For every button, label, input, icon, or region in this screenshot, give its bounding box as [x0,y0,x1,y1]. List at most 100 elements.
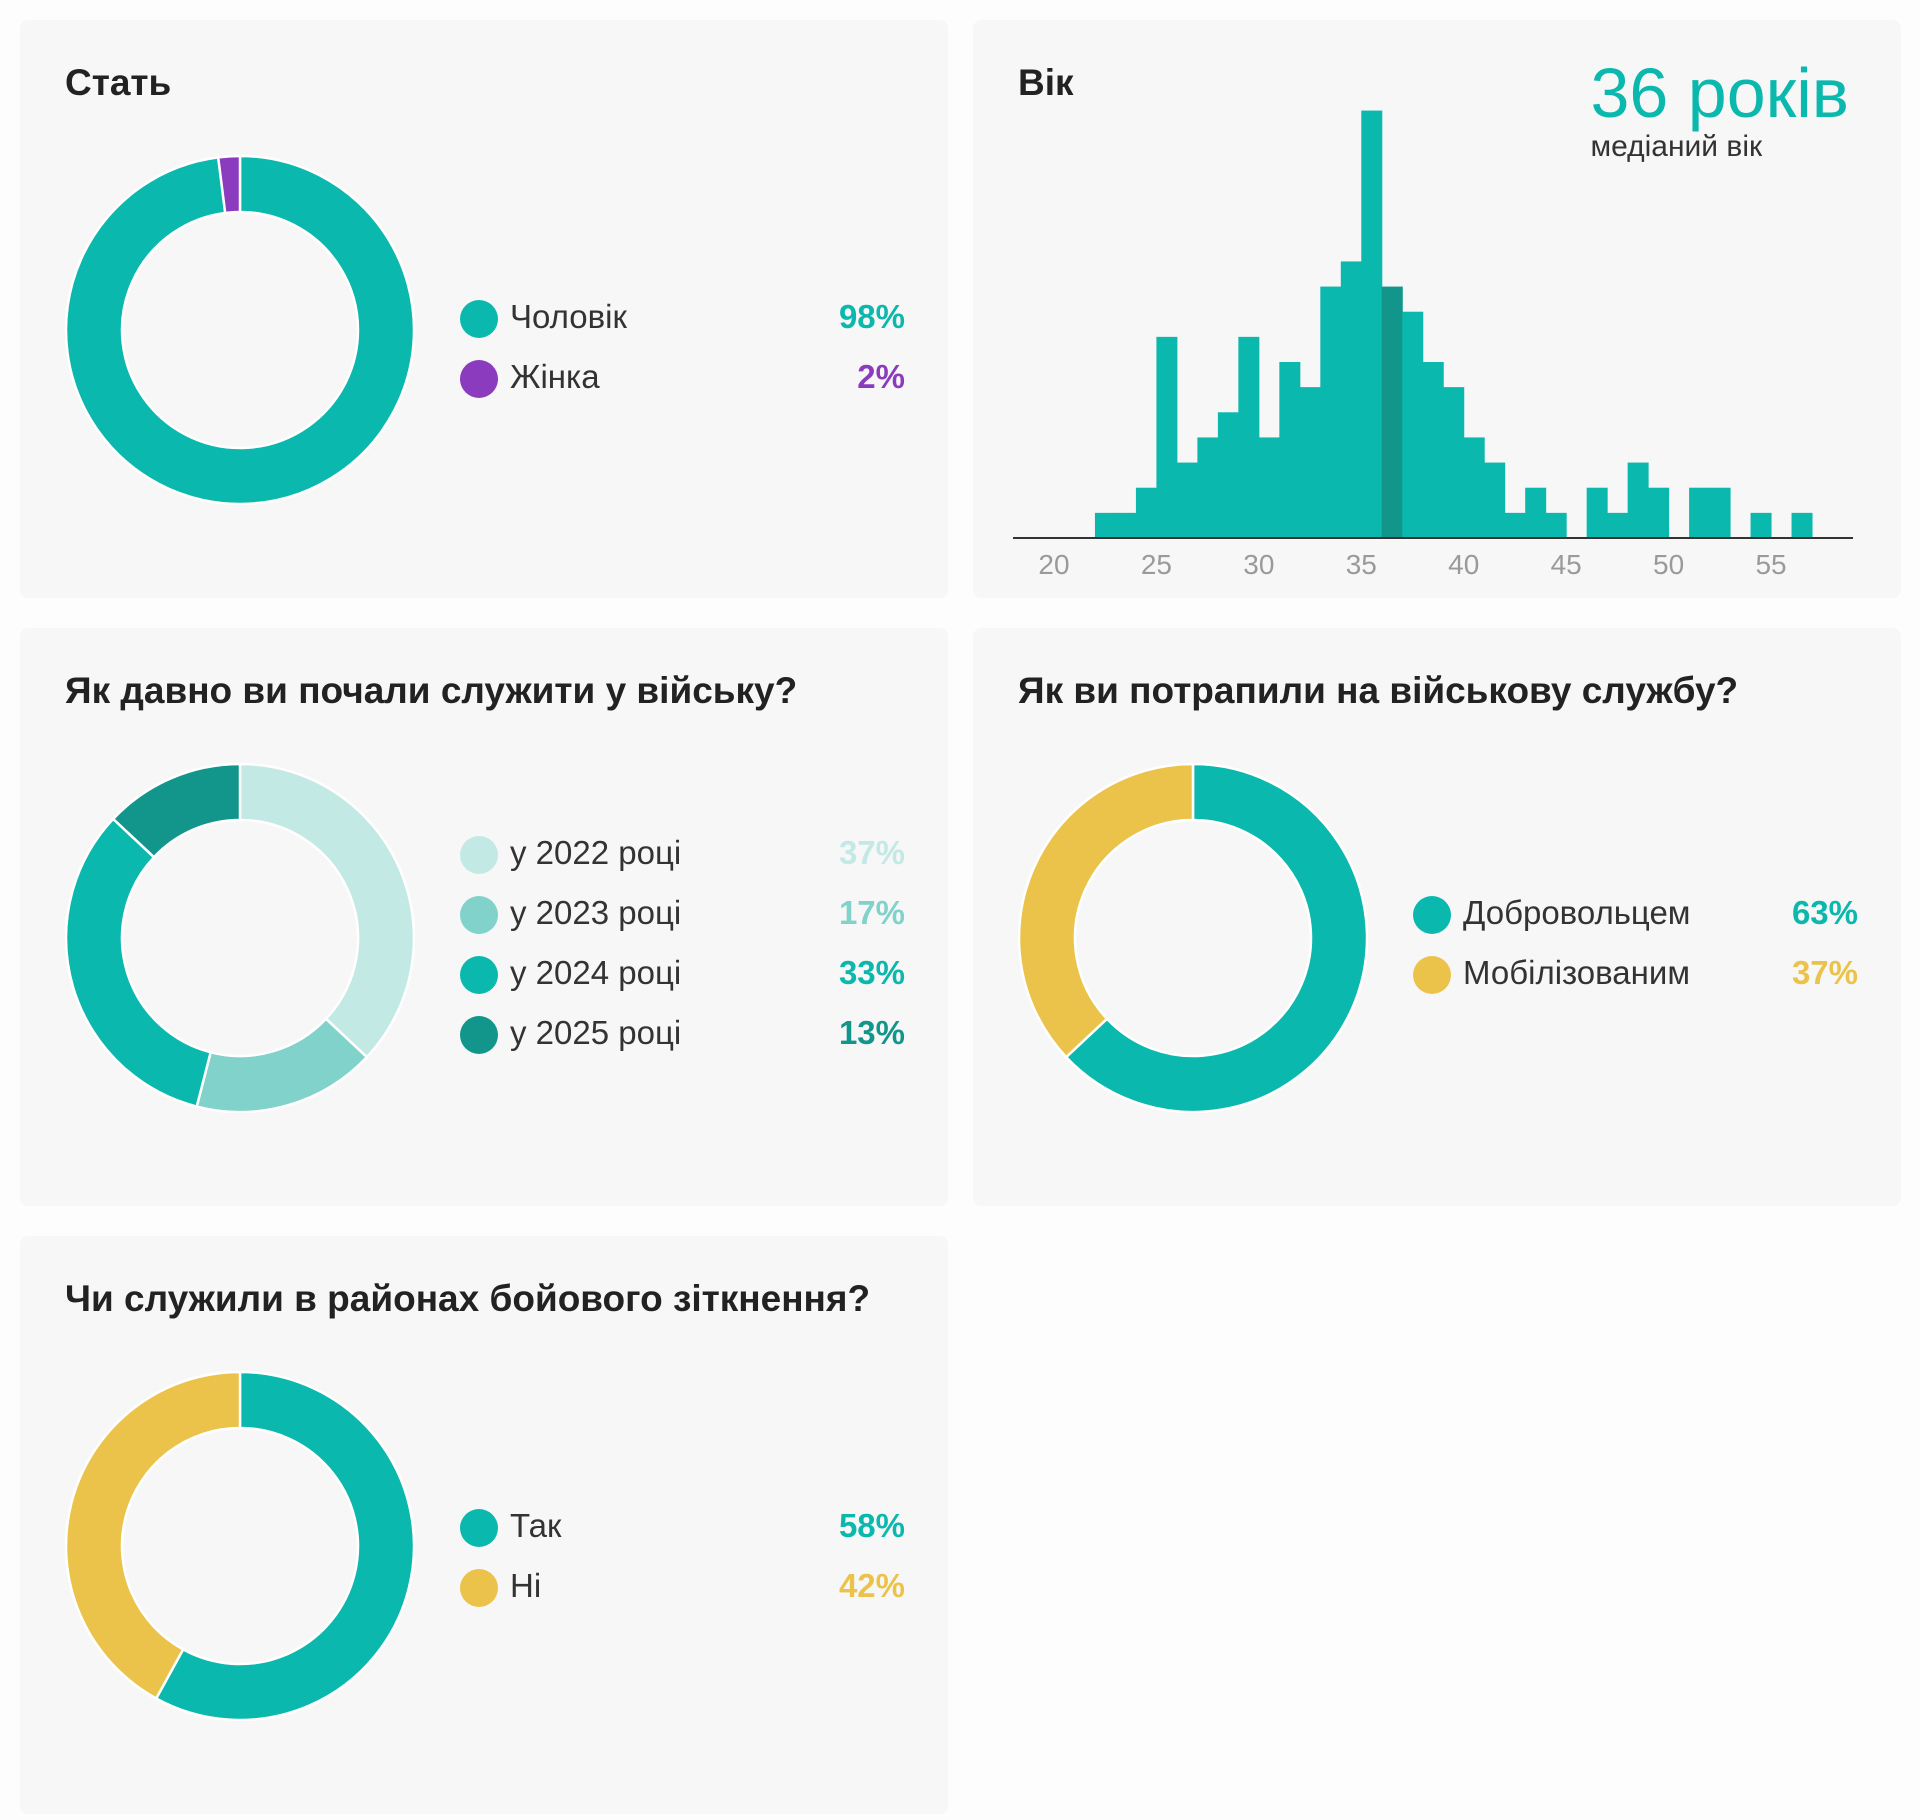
combat-legend-item-1: Ні 42% [460,1559,905,1619]
combat-legend: Так 58% Ні 42% [460,1499,905,1619]
start-slice-2 [65,817,213,1109]
gender-legend-label-0: Чоловік [510,298,627,335]
age-bar-48 [1627,462,1649,538]
age-tick-30: 30 [1243,549,1274,580]
start-slice-1 [195,1017,369,1113]
age-bar-27 [1197,437,1219,538]
age-bar-22 [1094,512,1116,538]
service-start-legend: у 2022 році 37% у 2023 році 17% у 2024 році 3… [460,826,905,1066]
age-bar-33 [1320,286,1342,538]
start-slice-0 [238,763,415,1059]
combat-legend-label-0: Так [510,1507,562,1544]
service-entry-legend: Добровольцем 63% Мобілізованим 37% [1413,886,1858,1006]
age-bar-43 [1525,487,1547,538]
age-bar-38 [1422,362,1444,538]
age-bar-52 [1709,487,1731,538]
age-tick-50: 50 [1653,549,1684,580]
gender-legend-item-0: Чоловік 98% [460,290,905,350]
service-entry-donut [1018,763,1368,1113]
combat-card: Чи служили в районах бойового зіткнення?… [20,1236,948,1814]
gender-legend: Чоловік 98% Жінка 2% [460,290,905,410]
age-bar-54 [1750,512,1772,538]
age-bar-51 [1689,487,1711,538]
age-tick-55: 55 [1755,549,1786,580]
age-bar-25 [1156,336,1178,538]
age-bar-32 [1299,387,1321,538]
start-legend-pct-0: 37% [838,834,905,871]
start-legend-item-3: у 2025 році 13% [460,1006,905,1066]
gender-legend-pct-0: 98% [838,298,905,335]
combat-slice-1 [65,1371,242,1701]
age-tick-45: 45 [1551,549,1582,580]
age-tick-35: 35 [1346,549,1377,580]
start-slice-3 [111,763,242,859]
gender-slice-1 [216,155,242,215]
entry-legend-label-0: Добровольцем [1463,894,1691,931]
entry-slice-1 [1018,763,1195,1059]
age-bar-35 [1361,110,1383,539]
entry-legend-item-0: Добровольцем 63% [1413,886,1858,946]
combat-legend-dot-1 [460,1569,498,1607]
gender-slice-0 [65,155,415,505]
age-tick-20: 20 [1038,549,1069,580]
service-start-title: Як давно ви почали служити у війську? [65,670,798,711]
start-legend-label-2: у 2024 році [510,954,682,991]
start-legend-dot-0 [460,836,498,874]
gender-legend-dot-0 [460,300,498,338]
age-tick-40: 40 [1448,549,1479,580]
age-bar-31 [1279,362,1301,538]
median-age-block: 36 років медіаний вік [1590,58,1849,164]
median-age-value: 36 років [1590,54,1849,132]
entry-legend-label-1: Мобілізованим [1463,954,1691,991]
combat-legend-dot-0 [460,1509,498,1547]
start-legend-dot-2 [460,956,498,994]
gender-title: Стать [65,62,172,103]
entry-legend-pct-1: 37% [1791,954,1858,991]
combat-legend-pct-0: 58% [838,1507,905,1544]
entry-legend-item-1: Мобілізованим 37% [1413,946,1858,1006]
start-legend-label-1: у 2023 році [510,894,682,931]
combat-legend-item-0: Так 58% [460,1499,905,1559]
age-bar-29 [1238,336,1260,538]
service-entry-title: Як ви потрапили на військову службу? [1018,670,1739,711]
age-bar-56 [1791,512,1813,538]
start-legend-label-3: у 2025 році [510,1014,682,1051]
median-age-label: медіаний вік [1590,130,1763,163]
start-legend-item-1: у 2023 році 17% [460,886,905,946]
service-start-card: Як давно ви почали служити у війську? у … [20,628,948,1206]
age-tick-25: 25 [1141,549,1172,580]
gender-legend-label-1: Жінка [510,358,600,395]
service-entry-card: Як ви потрапили на військову службу? Доб… [973,628,1901,1206]
entry-slice-0 [1064,763,1368,1113]
entry-legend-dot-0 [1413,896,1451,934]
start-legend-label-0: у 2022 році [510,834,682,871]
combat-slice-0 [154,1371,415,1721]
start-legend-dot-1 [460,896,498,934]
age-bar-28 [1217,412,1239,538]
age-bar-36 [1381,286,1403,538]
age-bar-47 [1607,512,1629,538]
age-bar-46 [1586,487,1608,538]
entry-legend-dot-1 [1413,956,1451,994]
start-legend-pct-2: 33% [838,954,905,991]
age-bar-24 [1135,487,1157,538]
gender-legend-pct-1: 2% [857,358,905,395]
combat-title: Чи служили в районах бойового зіткнення? [65,1278,871,1319]
gender-card: Стать Чоловік 98% Жінка 2% [20,20,948,598]
age-bar-42 [1504,512,1526,538]
age-bar-26 [1176,462,1198,538]
age-bar-37 [1402,311,1424,538]
start-legend-item-0: у 2022 році 37% [460,826,905,886]
age-bar-39 [1443,387,1465,538]
age-card: Вік 20 25 30 35 40 45 50 55 36 років медіаний в… [973,20,1901,598]
combat-donut [65,1371,415,1721]
age-bar-34 [1340,261,1362,538]
start-legend-dot-3 [460,1016,498,1054]
age-bar-41 [1484,462,1506,538]
service-start-donut [65,763,415,1113]
age-bar-23 [1115,512,1137,538]
start-legend-pct-1: 17% [838,894,905,931]
age-bar-40 [1463,437,1485,538]
combat-legend-pct-1: 42% [838,1567,905,1604]
entry-legend-pct-0: 63% [1791,894,1858,931]
